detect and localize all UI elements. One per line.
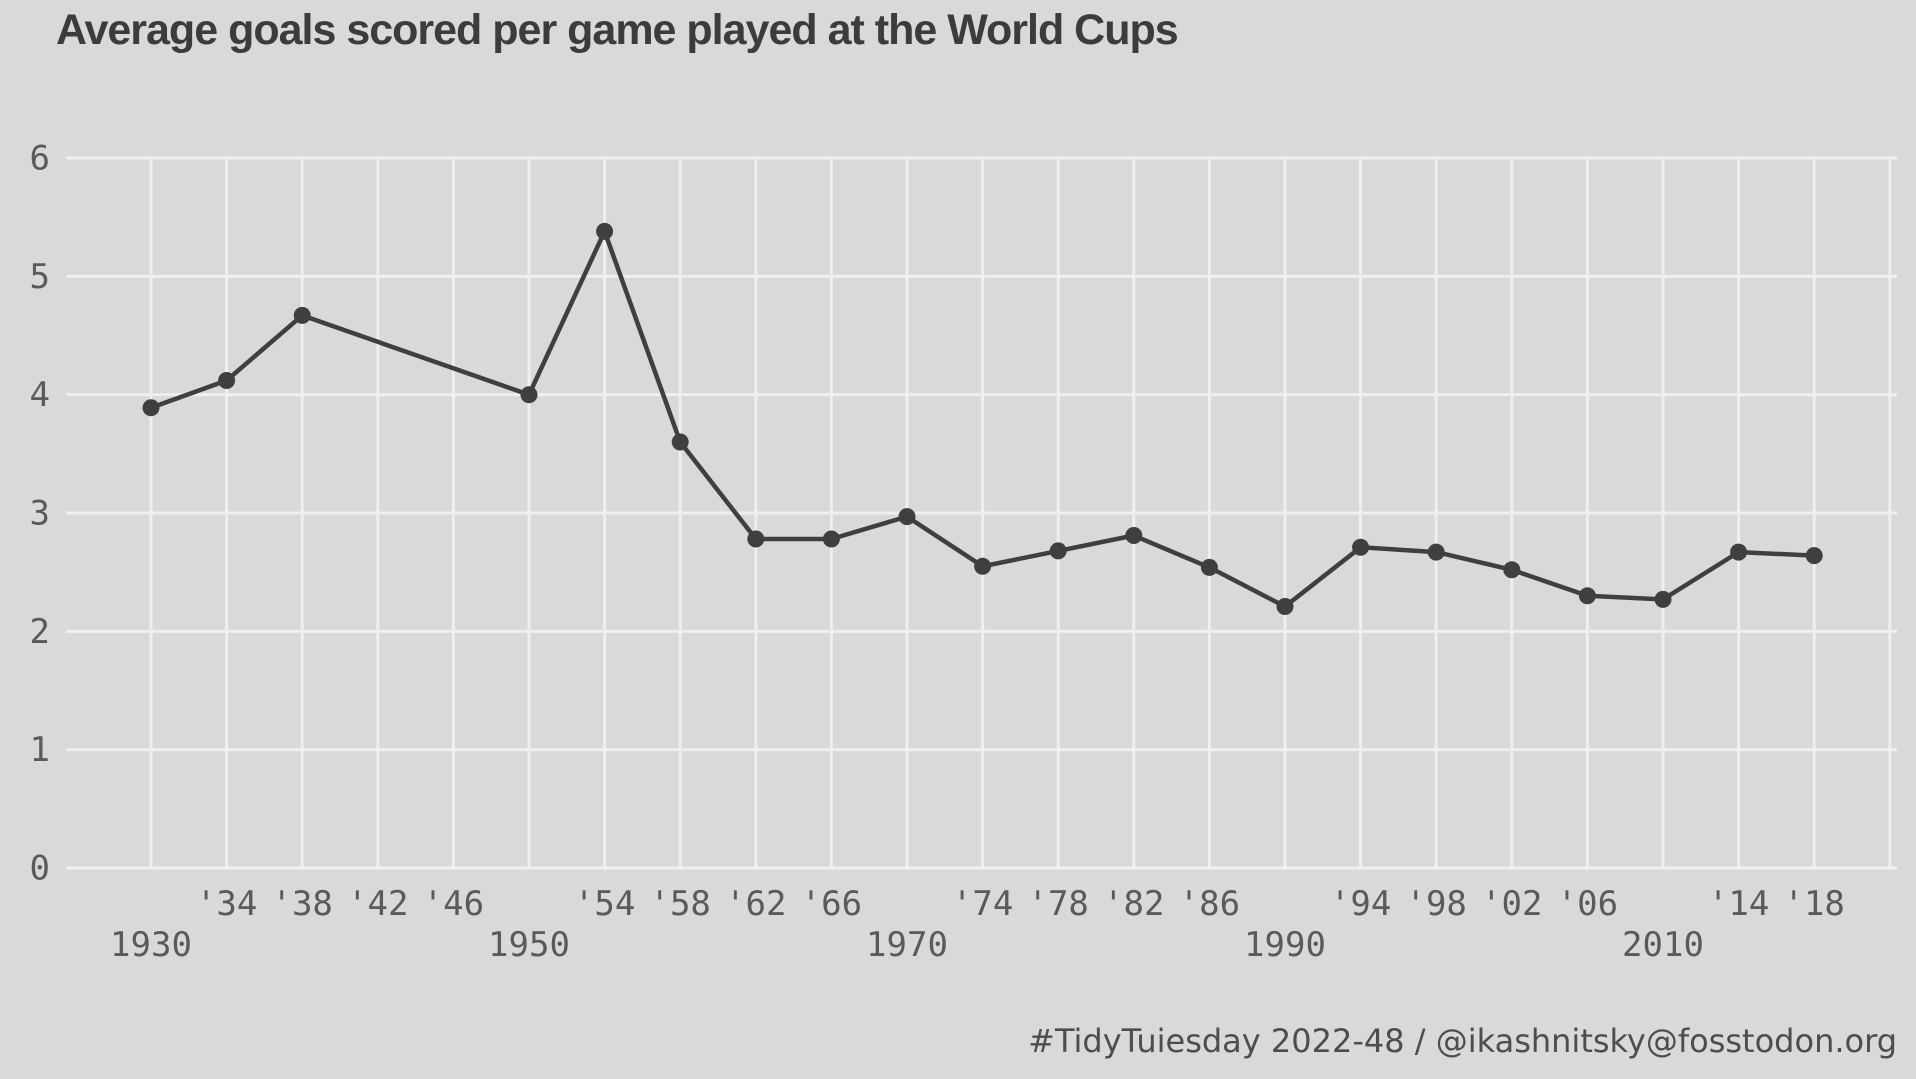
x-axis-tick-label-minor: '54 (574, 884, 635, 924)
chart-title: Average goals scored per game played at … (56, 6, 1179, 54)
x-axis-tick-label-minor: '66 (801, 884, 862, 924)
data-point (293, 306, 311, 324)
x-axis-tick-label-major: 1950 (488, 925, 570, 965)
y-axis-tick-label: 0 (30, 849, 50, 889)
x-axis-tick-label-minor: '14 (1708, 884, 1769, 924)
x-axis-tick-label-minor: '94 (1330, 884, 1391, 924)
chart-caption: #TidyTuiesday 2022-48 / @ikashnitsky@fos… (1028, 1022, 1897, 1060)
data-point (1730, 543, 1748, 561)
x-axis-tick-label-minor: '38 (271, 884, 332, 924)
data-point (1125, 527, 1143, 544)
data-point (1503, 561, 1521, 579)
data-point (1654, 590, 1672, 608)
x-axis-tick-label-minor: '86 (1179, 884, 1240, 924)
x-axis-tick-label-minor: '06 (1557, 884, 1618, 924)
x-axis-tick-label-minor: '74 (952, 884, 1013, 924)
data-point (898, 508, 916, 526)
data-point (1427, 543, 1445, 561)
x-axis-tick-label-minor: '46 (423, 884, 484, 924)
data-point (1049, 542, 1067, 560)
data-point (1276, 598, 1294, 615)
data-point (1805, 547, 1823, 565)
data-point (1352, 538, 1370, 556)
y-axis-tick-label: 6 (30, 139, 50, 179)
y-axis-tick-label: 2 (30, 612, 50, 652)
data-point (1578, 587, 1596, 605)
x-axis-tick-label-minor: '82 (1103, 884, 1164, 924)
x-axis-tick-label-minor: '34 (196, 884, 257, 924)
x-axis-tick-label-major: 1990 (1244, 925, 1326, 965)
x-axis-tick-label-minor: '18 (1783, 884, 1844, 924)
y-axis-tick-label: 1 (30, 730, 50, 770)
data-point (596, 222, 614, 240)
x-axis-tick-label-minor: '42 (347, 884, 408, 924)
x-axis-tick-label-minor: '78 (1027, 884, 1088, 924)
data-point (218, 372, 236, 389)
x-axis-tick-label-major: 1930 (110, 925, 192, 965)
x-axis-tick-label-major: 2010 (1622, 925, 1704, 965)
x-axis-tick-label-minor: '58 (649, 884, 710, 924)
x-axis-tick-label-major: 1970 (866, 925, 948, 965)
data-point (747, 530, 765, 548)
data-point (142, 399, 160, 417)
x-axis-tick-label-minor: '02 (1481, 884, 1542, 924)
y-axis-tick-label: 5 (30, 257, 50, 297)
y-axis-tick-label: 4 (30, 375, 50, 415)
data-point (974, 557, 992, 575)
data-point (822, 530, 840, 548)
y-axis-tick-label: 3 (30, 494, 50, 534)
data-point (1200, 558, 1218, 576)
x-axis-tick-label-minor: '98 (1405, 884, 1466, 924)
data-point (520, 386, 538, 404)
data-point (671, 433, 689, 451)
x-axis-tick-label-minor: '62 (725, 884, 786, 924)
